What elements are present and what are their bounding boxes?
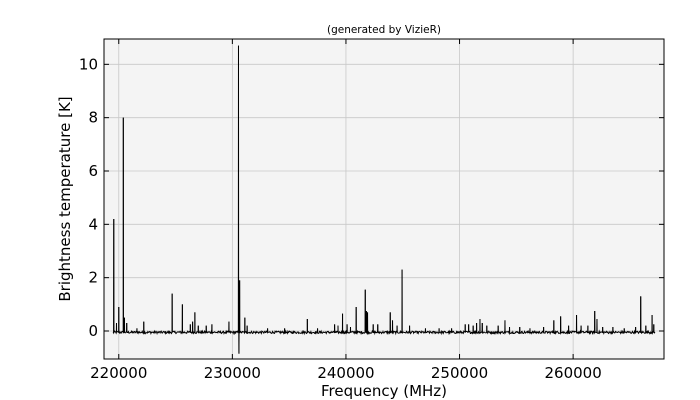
y-tick-label: 4 <box>88 215 98 233</box>
plot-background <box>104 39 664 359</box>
x-tick-label: 230000 <box>204 364 261 382</box>
y-tick-label: 8 <box>88 109 98 127</box>
plot-area: 220000 230000 240000 250000 260000 0 2 4 6 8 10 <box>79 38 665 382</box>
x-tick-label: 260000 <box>544 364 601 382</box>
spectrum-series <box>112 45 656 354</box>
chart-subtitle: (generated by VizieR) <box>327 24 441 36</box>
y-tick-label: 2 <box>88 269 98 287</box>
y-axis-title: Brightness temperature [K] <box>56 96 74 301</box>
x-tick-label: 220000 <box>90 364 147 382</box>
y-tick-label: 10 <box>79 55 98 73</box>
y-tick-label: 0 <box>88 322 98 340</box>
x-axis-title: Frequency (MHz) <box>321 382 447 400</box>
plot-frame <box>103 38 665 360</box>
x-tick-label: 250000 <box>431 364 488 382</box>
x-tick-label: 240000 <box>317 364 374 382</box>
y-tick-label: 6 <box>88 162 98 180</box>
